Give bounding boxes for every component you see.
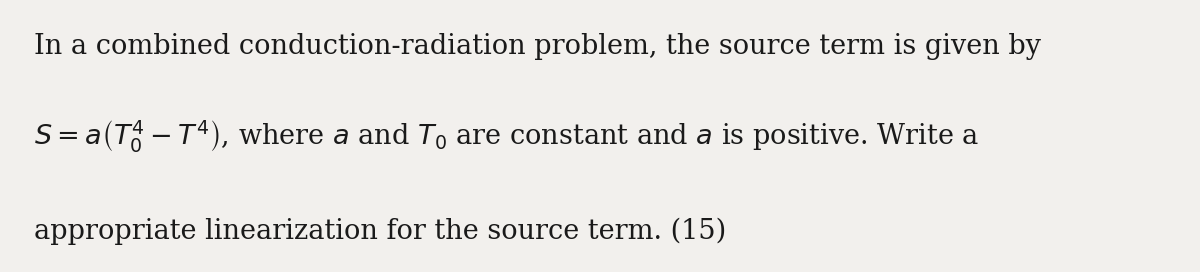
Text: appropriate linearization for the source term. (15): appropriate linearization for the source… xyxy=(34,218,726,245)
Text: $S = a\left(T_0^{4}-T^{4}\right)$, where $a$ and $T_0$ are constant and $a$ is p: $S = a\left(T_0^{4}-T^{4}\right)$, where… xyxy=(34,118,979,154)
Text: In a combined conduction-radiation problem, the source term is given by: In a combined conduction-radiation probl… xyxy=(34,33,1040,60)
